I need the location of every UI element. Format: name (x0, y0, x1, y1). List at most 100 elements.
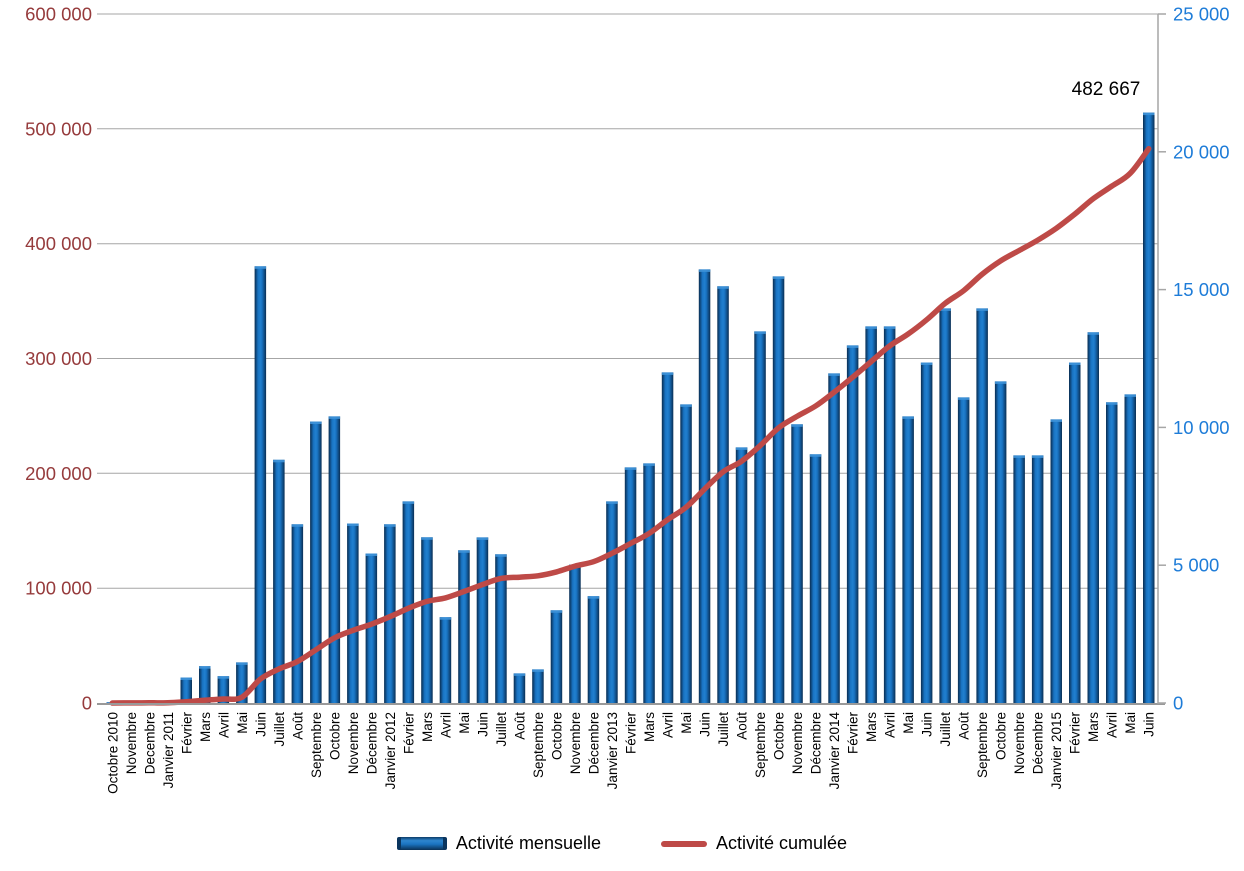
x-axis-label: Décembre (1031, 712, 1046, 774)
x-axis-label: Août (735, 712, 750, 740)
bar-top-bevel (606, 501, 618, 504)
x-axis-label: Août (957, 712, 972, 740)
x-axis-label: Juin (1142, 712, 1157, 737)
x-axis-label: Septembre (753, 712, 768, 778)
axis-labels: 600 000 500 000 400 000 300 000 200 000 100 0… (25, 4, 1229, 794)
line-end-value: 482 667 (1072, 79, 1141, 100)
bar-top-bevel (1050, 419, 1062, 422)
bar (846, 345, 859, 704)
bar-top-bevel (717, 286, 729, 289)
bar-top-bevel (495, 554, 507, 557)
bar-top-bevel (902, 416, 914, 419)
x-axis-label: Mai (679, 712, 694, 734)
x-axis-label: Decembre (142, 712, 157, 774)
bar (513, 673, 526, 704)
x-axis-label: Novembre (568, 712, 583, 774)
x-axis-label: Octobre 2010 (105, 712, 120, 794)
bar (624, 467, 637, 704)
x-axis-label: Novembre (124, 712, 139, 774)
bar (791, 424, 803, 704)
bar (828, 373, 840, 704)
bar-top-bevel (217, 676, 230, 679)
bar-top-bevel (291, 524, 304, 527)
bar (1050, 419, 1062, 704)
bar-top-bevel (920, 362, 933, 365)
x-axis-label: Mars (642, 712, 657, 742)
bar (680, 404, 692, 704)
bar-top-bevel (458, 550, 470, 553)
x-axis-label: Février (1068, 712, 1083, 755)
bar-top-bevel (347, 523, 359, 526)
bar-top-bevel (550, 610, 563, 613)
bar (1031, 455, 1044, 704)
monthly-bars (106, 112, 1155, 705)
right-axis-label: 10 000 (1173, 417, 1230, 438)
bar (1143, 112, 1155, 705)
x-axis-label: Juin (475, 712, 490, 737)
bar (772, 276, 785, 704)
bar (199, 666, 211, 704)
x-axis-label: Mars (198, 712, 213, 742)
x-axis-label: Décembre (809, 712, 824, 774)
bar (365, 553, 378, 704)
bar-top-bevel (791, 424, 803, 427)
x-axis-label: Mars (420, 712, 435, 742)
x-axis-label: Juin (253, 712, 268, 737)
right-axis-label: 0 (1173, 693, 1183, 714)
x-axis-label: Octobre (327, 712, 342, 760)
left-axis-label: 500 000 (25, 118, 92, 139)
bar (735, 447, 748, 704)
left-axis-label: 600 000 (25, 4, 92, 25)
right-axis-label: 5 000 (1173, 555, 1219, 576)
bar-top-bevel (939, 308, 951, 311)
bar (273, 459, 285, 704)
left-axis-label: 100 000 (25, 578, 92, 599)
right-axis-label: 20 000 (1173, 141, 1230, 162)
x-axis-label: Mars (864, 712, 879, 742)
x-axis-label: Juillet (494, 712, 509, 747)
x-axis-label: Octobre (550, 712, 565, 760)
x-axis-label: Janvier 2014 (827, 712, 842, 790)
left-axis-label: 300 000 (25, 348, 92, 369)
x-axis-label: Octobre (772, 712, 787, 760)
x-axis-label: Décembre (364, 712, 379, 774)
x-axis-label: Août (290, 712, 305, 740)
bar (1013, 455, 1025, 704)
bar (902, 416, 914, 704)
bar (754, 331, 766, 704)
bar (310, 421, 322, 704)
x-axis-label: Mai (235, 712, 250, 734)
bar-top-bevel (236, 662, 248, 665)
bar-top-bevel (310, 421, 322, 424)
bar-top-bevel (402, 501, 415, 504)
bar-top-bevel (421, 537, 433, 540)
bar (476, 537, 489, 704)
bar (291, 524, 304, 704)
bar-top-bevel (532, 669, 544, 672)
x-axis-label: Juillet (272, 712, 287, 747)
x-axis-label: Avril (438, 712, 453, 738)
legend: Activité mensuelle Activité cumulée (0, 833, 1244, 854)
bar-top-bevel (994, 381, 1007, 384)
bar-top-bevel (846, 345, 859, 348)
bar (495, 554, 507, 704)
bar (643, 463, 655, 704)
bar (180, 677, 192, 704)
bar-top-bevel (698, 269, 711, 272)
x-axis-label: Novembre (346, 712, 361, 774)
right-axis-label: 15 000 (1173, 279, 1230, 300)
bar (587, 596, 600, 704)
x-axis-label: Juillet (938, 712, 953, 747)
bar (569, 564, 581, 704)
bar-top-bevel (1124, 394, 1136, 397)
bar (865, 326, 877, 704)
x-axis-label: Décembre (587, 712, 602, 774)
legend-label-monthly: Activité mensuelle (455, 833, 601, 853)
x-axis-label: Juillet (716, 712, 731, 747)
bar (994, 381, 1007, 704)
x-axis-label: Octobre (994, 712, 1009, 760)
bar (254, 266, 267, 704)
bar (532, 669, 544, 704)
bar-top-bevel (1069, 362, 1081, 365)
